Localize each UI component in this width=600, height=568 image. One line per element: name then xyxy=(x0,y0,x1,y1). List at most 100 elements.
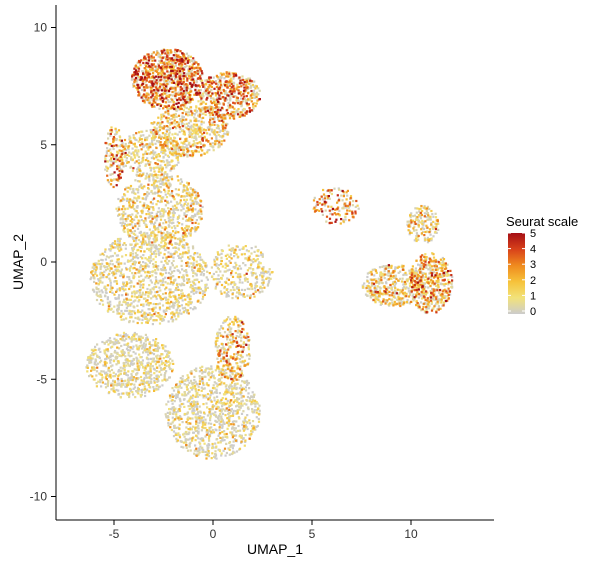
scatter-point xyxy=(238,320,241,323)
scatter-point xyxy=(110,288,113,291)
scatter-point xyxy=(100,289,103,292)
scatter-point xyxy=(232,451,235,454)
scatter-point xyxy=(237,100,240,103)
scatter-point xyxy=(261,269,264,272)
scatter-point xyxy=(130,280,133,283)
scatter-point xyxy=(260,254,263,257)
scatter-point xyxy=(199,88,202,92)
scatter-point xyxy=(99,361,102,364)
scatter-point xyxy=(209,399,212,402)
scatter-point xyxy=(185,90,188,93)
scatter-point xyxy=(120,268,123,271)
scatter-point xyxy=(424,285,427,289)
scatter-point xyxy=(156,357,159,360)
scatter-point xyxy=(108,337,112,340)
scatter-point xyxy=(242,343,245,346)
scatter-point xyxy=(179,127,182,131)
scatter-point xyxy=(178,214,181,217)
scatter-point xyxy=(146,287,149,291)
scatter-point xyxy=(167,400,170,403)
scatter-point xyxy=(227,424,230,427)
scatter-point xyxy=(104,382,107,385)
scatter-point xyxy=(133,218,136,221)
scatter-point xyxy=(220,454,223,457)
scatter-point xyxy=(124,254,128,257)
scatter-point xyxy=(213,396,216,399)
scatter-point xyxy=(152,208,155,211)
scatter-point xyxy=(148,179,151,182)
scatter-point xyxy=(443,284,446,287)
scatter-point xyxy=(242,109,245,112)
scatter-point xyxy=(159,164,162,167)
scatter-point xyxy=(195,449,198,452)
scatter-point xyxy=(418,264,422,267)
scatter-point xyxy=(223,374,226,377)
scatter-point xyxy=(142,234,145,237)
scatter-point xyxy=(185,186,188,189)
scatter-point xyxy=(178,312,181,315)
scatter-point xyxy=(142,145,145,148)
scatter-point xyxy=(218,370,221,373)
scatter-point xyxy=(136,317,139,320)
scatter-point xyxy=(236,287,239,290)
scatter-point xyxy=(146,157,149,160)
scatter-point xyxy=(399,270,402,273)
scatter-point xyxy=(151,211,154,214)
scatter-point xyxy=(427,307,430,310)
scatter-point xyxy=(241,423,244,426)
scatter-point xyxy=(172,419,175,422)
scatter-point xyxy=(89,354,92,357)
scatter-point xyxy=(236,110,239,113)
scatter-point xyxy=(162,344,165,347)
scatter-point xyxy=(113,280,116,283)
scatter-point xyxy=(121,199,124,202)
scatter-point xyxy=(149,250,152,253)
scatter-point xyxy=(373,289,376,292)
scatter-point xyxy=(194,226,197,229)
scatter-point xyxy=(173,400,176,403)
scatter-point xyxy=(165,370,168,373)
scatter-point xyxy=(131,391,134,394)
scatter-point xyxy=(129,378,132,382)
scatter-point xyxy=(107,303,110,306)
scatter-point xyxy=(180,386,183,389)
scatter-point xyxy=(241,374,245,377)
scatter-point xyxy=(159,215,162,218)
scatter-point xyxy=(202,95,205,98)
scatter-point xyxy=(258,404,261,407)
scatter-point xyxy=(182,101,185,104)
scatter-point xyxy=(195,392,198,395)
scatter-point xyxy=(106,147,109,150)
scatter-point xyxy=(196,426,199,429)
scatter-point xyxy=(209,415,212,418)
scatter-point xyxy=(133,358,136,361)
scatter-point xyxy=(119,237,122,240)
scatter-point xyxy=(354,205,357,208)
scatter-point xyxy=(139,294,142,297)
scatter-point xyxy=(385,265,388,268)
scatter-point xyxy=(129,389,132,393)
scatter-point xyxy=(450,283,453,286)
scatter-point xyxy=(155,203,158,206)
scatter-point xyxy=(232,281,235,284)
scatter-point xyxy=(177,49,181,52)
scatter-point xyxy=(232,286,235,289)
scatter-point xyxy=(193,405,196,408)
scatter-point xyxy=(155,127,158,130)
scatter-point xyxy=(215,136,218,139)
scatter-point xyxy=(161,384,164,387)
scatter-point xyxy=(195,79,198,82)
scatter-point xyxy=(160,283,163,286)
scatter-point xyxy=(240,369,243,372)
scatter-point xyxy=(210,367,213,370)
scatter-point xyxy=(189,286,192,289)
scatter-point xyxy=(178,64,181,67)
scatter-point xyxy=(245,403,248,406)
scatter-point xyxy=(154,311,157,314)
scatter-point xyxy=(120,377,123,381)
scatter-point xyxy=(227,389,230,392)
scatter-point xyxy=(423,278,426,281)
scatter-point xyxy=(208,412,211,415)
scatter-point xyxy=(181,378,184,381)
